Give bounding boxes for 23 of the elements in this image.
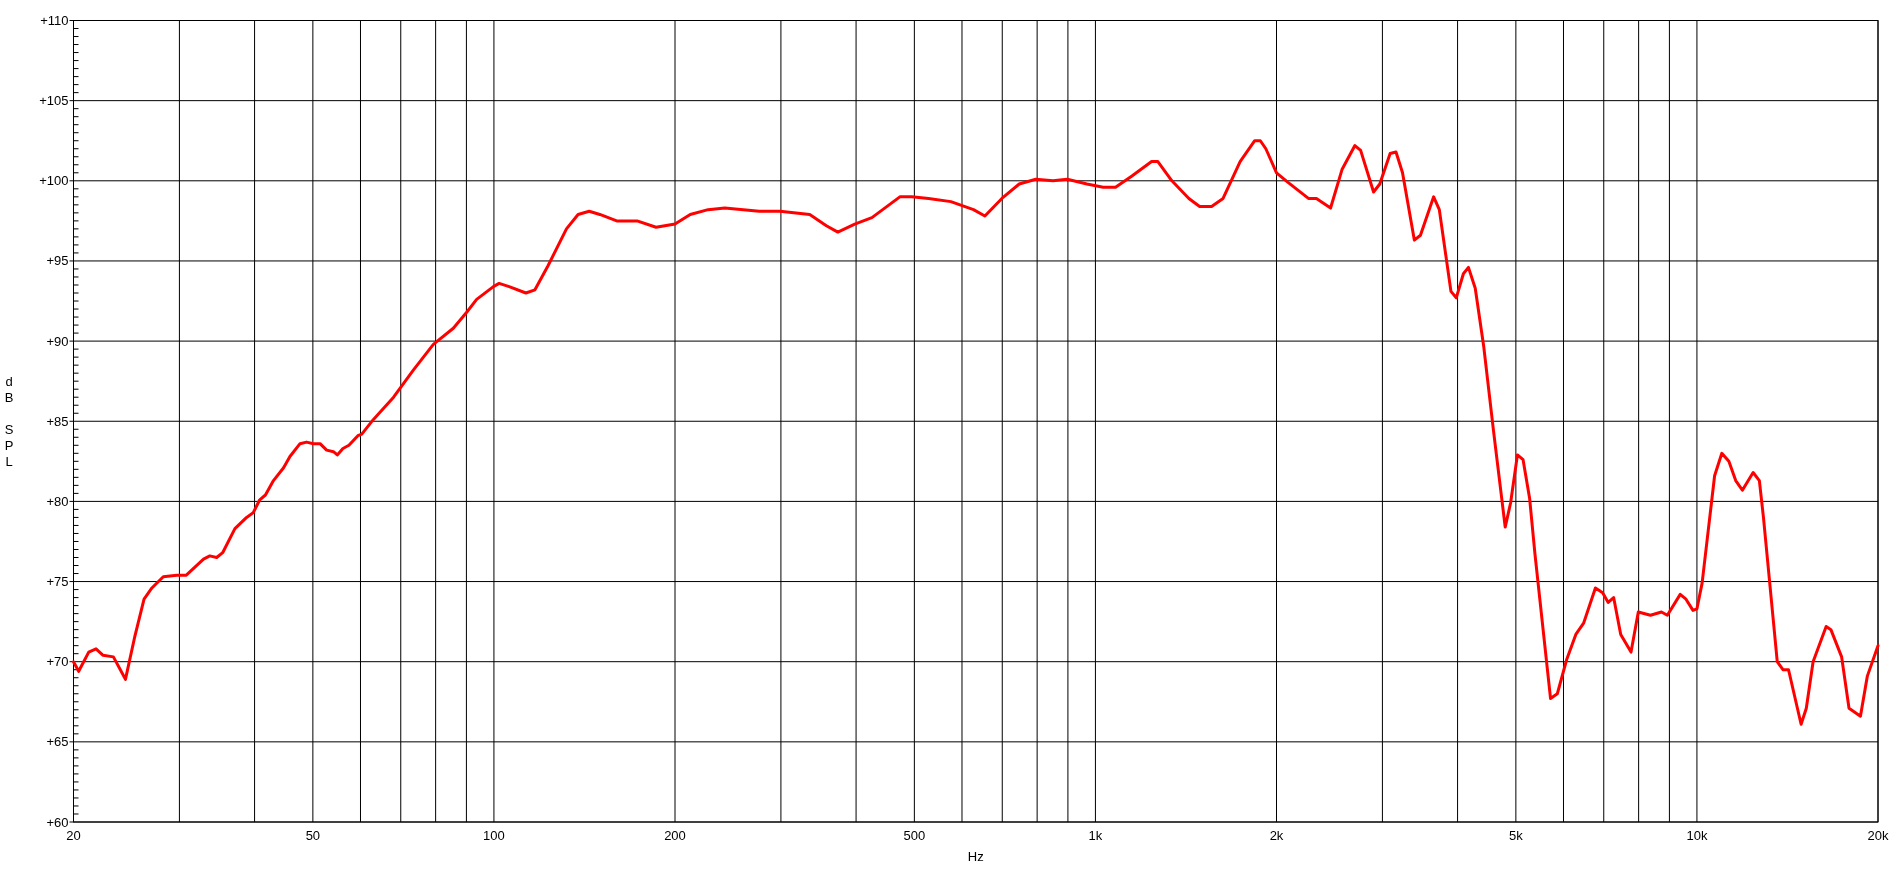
x-axis-title: Hz [967, 849, 984, 864]
y-tick-label: +90 [46, 333, 69, 349]
y-tick-label: +100 [39, 173, 69, 189]
x-tick-label: 500 [903, 828, 926, 843]
x-tick-label: 50 [305, 828, 321, 843]
y-tick-label: +75 [46, 574, 69, 590]
y-tick-label: +85 [46, 413, 69, 429]
y-tick-label: +70 [46, 654, 69, 670]
x-tick-label: 10k [1686, 828, 1708, 843]
x-tick-label: 5k [1508, 828, 1524, 843]
x-tick-label: 20 [66, 828, 81, 843]
x-tick-label: 200 [664, 828, 686, 843]
text: dB SPL [4, 373, 14, 469]
y-tick-label: +110 [40, 13, 69, 28]
y-tick-label: +105 [39, 93, 69, 109]
x-tick-label: 100 [483, 828, 505, 843]
y-tick-label: +80 [46, 493, 69, 509]
x-tick-label: 2k [1269, 828, 1284, 843]
y-tick-label: +60 [46, 814, 69, 830]
y-tick-label: +65 [46, 734, 69, 750]
x-tick-label: 1k [1088, 828, 1103, 843]
y-tick-label: +95 [46, 253, 69, 269]
x-tick-label: 20k [1867, 828, 1889, 843]
